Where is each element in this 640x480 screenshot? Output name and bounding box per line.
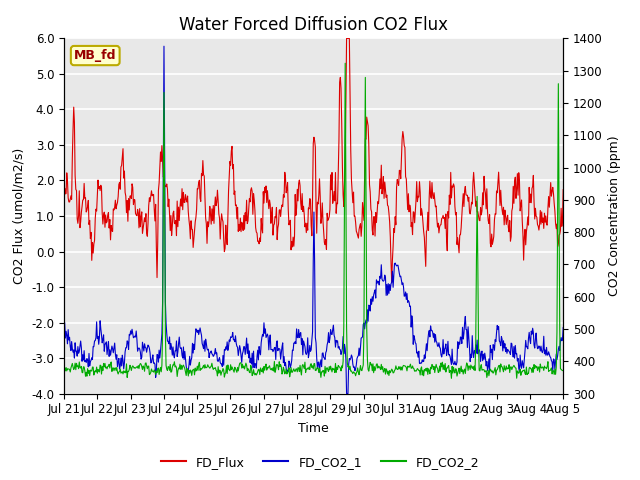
Text: MB_fd: MB_fd [74,49,116,62]
Legend: FD_Flux, FD_CO2_1, FD_CO2_2: FD_Flux, FD_CO2_1, FD_CO2_2 [156,451,484,474]
Title: Water Forced Diffusion CO2 Flux: Water Forced Diffusion CO2 Flux [179,16,448,34]
X-axis label: Time: Time [298,422,329,435]
Y-axis label: CO2 Concentration (ppm): CO2 Concentration (ppm) [608,136,621,296]
Y-axis label: CO2 Flux (umol/m2/s): CO2 Flux (umol/m2/s) [13,148,26,284]
